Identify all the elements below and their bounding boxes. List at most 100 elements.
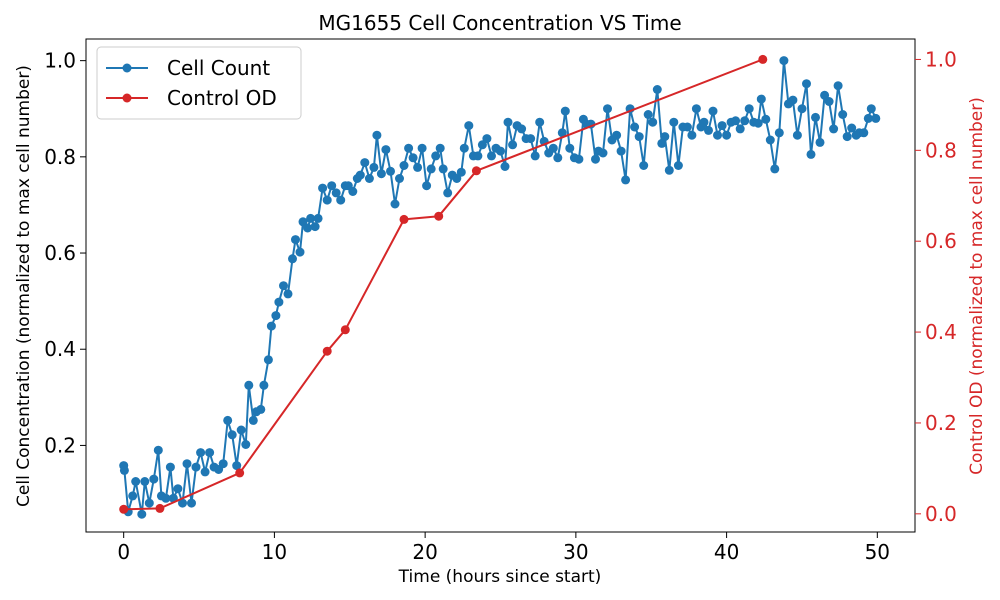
data-point-cell-count bbox=[376, 169, 386, 179]
data-point-cell-count bbox=[634, 132, 644, 142]
data-point-cell-count bbox=[717, 121, 727, 131]
data-point-cell-count bbox=[722, 130, 732, 140]
data-point-cell-count bbox=[842, 132, 852, 142]
y-right-tick-label: 1.0 bbox=[925, 47, 957, 71]
data-point-cell-count bbox=[187, 498, 196, 508]
data-point-cell-count bbox=[137, 509, 147, 519]
data-point-cell-count bbox=[236, 425, 246, 435]
y-left-tick-label: 0.2 bbox=[44, 433, 76, 457]
data-point-cell-count bbox=[274, 297, 284, 307]
y-left-tick-label: 0.4 bbox=[44, 337, 76, 361]
data-point-cell-count bbox=[318, 183, 328, 193]
data-point-cell-count bbox=[779, 56, 789, 66]
data-point-cell-count bbox=[565, 143, 575, 153]
data-point-cell-count bbox=[279, 281, 288, 291]
data-point-cell-count bbox=[657, 138, 667, 148]
y-right-tick-label: 0.6 bbox=[925, 229, 957, 253]
data-point-cell-count bbox=[390, 199, 400, 209]
data-point-cell-count bbox=[128, 491, 138, 501]
data-point-control-od bbox=[155, 503, 165, 513]
data-point-cell-count bbox=[473, 151, 483, 161]
data-point-cell-count bbox=[815, 137, 825, 147]
legend-box bbox=[96, 46, 302, 120]
data-point-control-od bbox=[399, 214, 409, 224]
data-point-cell-count bbox=[303, 223, 313, 233]
data-point-cell-count bbox=[435, 143, 445, 153]
data-point-cell-count bbox=[792, 130, 802, 140]
data-point-cell-count bbox=[740, 116, 750, 126]
data-point-cell-count bbox=[500, 162, 510, 171]
data-point-cell-count bbox=[443, 188, 453, 198]
data-point-cell-count bbox=[788, 95, 798, 105]
data-point-cell-count bbox=[263, 355, 273, 365]
data-point-cell-count bbox=[756, 94, 766, 104]
data-point-cell-count bbox=[652, 85, 662, 94]
data-point-cell-count bbox=[232, 461, 242, 471]
data-point-cell-count bbox=[372, 130, 382, 140]
data-point-cell-count bbox=[761, 114, 771, 124]
data-point-cell-count bbox=[598, 148, 608, 158]
data-point-cell-count bbox=[673, 161, 683, 170]
data-point-cell-count bbox=[223, 415, 233, 425]
data-point-cell-count bbox=[503, 117, 513, 127]
data-point-cell-count bbox=[859, 128, 869, 138]
x-tick-label: 0 bbox=[117, 540, 130, 564]
y-left-tick-label: 0.6 bbox=[44, 241, 76, 265]
data-point-cell-count bbox=[847, 123, 857, 133]
data-point-control-od bbox=[322, 346, 332, 356]
x-tick-label: 50 bbox=[865, 540, 890, 564]
data-point-cell-count bbox=[306, 213, 316, 223]
data-point-cell-count bbox=[291, 235, 300, 245]
data-point-cell-count bbox=[630, 122, 640, 132]
data-point-cell-count bbox=[438, 164, 448, 174]
data-point-cell-count bbox=[487, 151, 496, 161]
data-point-cell-count bbox=[348, 187, 358, 196]
data-point-cell-count bbox=[660, 132, 670, 142]
data-point-cell-count bbox=[530, 151, 540, 161]
data-point-cell-count bbox=[381, 145, 391, 155]
data-point-cell-count bbox=[244, 380, 254, 390]
data-point-cell-count bbox=[288, 254, 297, 264]
data-point-cell-count bbox=[477, 140, 487, 150]
data-point-cell-count bbox=[802, 79, 811, 89]
data-point-cell-count bbox=[422, 181, 432, 191]
data-point-control-od bbox=[434, 211, 444, 221]
data-point-cell-count bbox=[553, 153, 563, 163]
data-point-cell-count bbox=[313, 213, 323, 223]
data-point-cell-count bbox=[327, 181, 337, 191]
data-point-cell-count bbox=[227, 430, 237, 440]
data-point-cell-count bbox=[526, 134, 536, 144]
plot-frame bbox=[85, 38, 916, 533]
data-point-cell-count bbox=[731, 116, 741, 126]
data-point-cell-count bbox=[866, 104, 876, 114]
data-point-cell-count bbox=[452, 174, 462, 183]
data-point-cell-count bbox=[459, 143, 469, 153]
data-point-cell-count bbox=[355, 170, 365, 180]
data-point-cell-count bbox=[517, 124, 527, 134]
data-point-cell-count bbox=[259, 380, 269, 390]
data-point-cell-count bbox=[119, 465, 129, 475]
chart-title: MG1655 Cell Concentration VS Time bbox=[318, 11, 681, 35]
y-right-tick-label: 0.0 bbox=[925, 502, 957, 526]
data-point-cell-count bbox=[256, 404, 266, 414]
plot-series bbox=[119, 54, 881, 519]
x-axis-label: Time (hours since start) bbox=[398, 567, 602, 587]
y-axis-left-label: Cell Concentration (normalized to max ce… bbox=[14, 65, 34, 507]
data-point-cell-count bbox=[191, 462, 201, 472]
data-point-cell-count bbox=[648, 117, 658, 127]
data-point-cell-count bbox=[144, 498, 154, 508]
data-point-cell-count bbox=[643, 110, 653, 119]
data-point-cell-count bbox=[218, 459, 228, 469]
data-point-cell-count bbox=[456, 167, 466, 177]
data-point-cell-count bbox=[603, 104, 612, 114]
data-point-cell-count bbox=[464, 121, 474, 131]
data-point-cell-count bbox=[408, 153, 418, 163]
data-point-control-od bbox=[119, 504, 129, 514]
x-tick-label: 20 bbox=[412, 540, 437, 564]
data-point-cell-count bbox=[413, 162, 423, 172]
data-point-cell-count bbox=[426, 164, 436, 174]
data-point-cell-count bbox=[364, 174, 374, 183]
data-point-cell-count bbox=[574, 154, 584, 164]
data-point-cell-count bbox=[310, 222, 320, 232]
data-point-cell-count bbox=[699, 117, 709, 127]
